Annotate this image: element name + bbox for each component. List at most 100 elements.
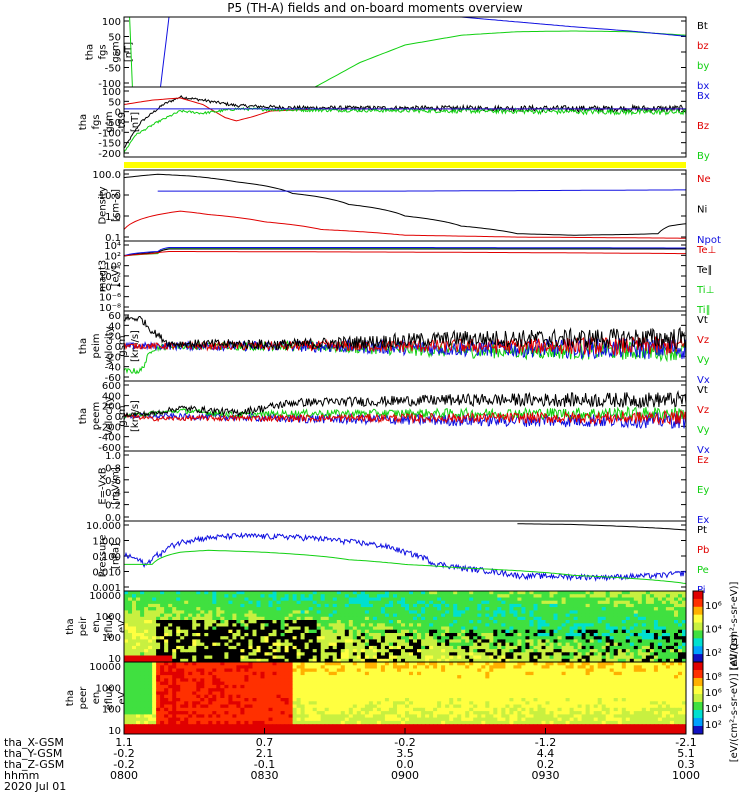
heatmap-cell: [517, 671, 522, 676]
heatmap-cell: [160, 691, 165, 696]
heatmap-cell: [429, 600, 434, 605]
heatmap-cell: [156, 662, 161, 666]
heatmap-cell: [457, 642, 462, 647]
heatmap-cell: [653, 652, 659, 656]
heatmap-cell: [292, 698, 298, 702]
heatmap-cell: [413, 665, 418, 670]
heatmap-cell: [637, 691, 643, 696]
heatmap-cell: [645, 684, 651, 689]
heatmap-cell: [597, 645, 603, 650]
heatmap-cell: [172, 594, 177, 598]
heatmap-cell: [553, 613, 558, 618]
heatmap-cell: [152, 594, 157, 598]
heatmap-cell: [513, 600, 518, 605]
heatmap-cell: [425, 642, 430, 647]
heatmap-cell: [477, 639, 482, 644]
heatmap-cell: [609, 671, 615, 676]
heatmap-cell: [489, 620, 494, 624]
heatmap-cell: [553, 675, 558, 679]
heatmap-cell: [425, 655, 430, 660]
heatmap-cell: [581, 684, 587, 689]
heatmap-cell: [665, 636, 671, 640]
heatmap-cell: [144, 662, 149, 666]
heatmap-cell: [633, 688, 639, 692]
heatmap-cell: [637, 688, 643, 692]
heatmap-cell: [236, 665, 241, 670]
heatmap-cell: [288, 684, 294, 689]
heatmap-cell: [425, 600, 430, 605]
heatmap-cell: [324, 678, 330, 683]
heatmap-cell: [204, 662, 209, 666]
heatmap-cell: [465, 691, 470, 696]
heatmap-cell: [433, 684, 438, 689]
heatmap-cell: [160, 684, 165, 689]
heatmap-cell: [156, 691, 161, 696]
heatmap-cell: [224, 645, 229, 650]
heatmap-cell: [208, 645, 213, 650]
heatmap-cell: [505, 658, 510, 663]
heatmap-cell: [204, 655, 209, 660]
heatmap-cell: [268, 620, 273, 624]
heatmap-cell: [425, 633, 430, 637]
heatmap-cell: [124, 591, 129, 595]
heatmap-cell: [344, 691, 350, 696]
heatmap-cell: [441, 645, 446, 650]
heatmap-cell: [124, 658, 129, 663]
heatmap-cell: [368, 655, 374, 660]
heatmap-cell: [473, 655, 478, 660]
heatmap-cell: [401, 678, 406, 683]
heatmap-cell: [493, 642, 498, 647]
heatmap-cell: [316, 681, 322, 686]
heatmap-cell: [264, 658, 269, 663]
heatmap-cell: [272, 594, 277, 598]
heatmap-cell: [208, 610, 213, 615]
y-tick-label: -150: [98, 139, 121, 150]
heatmap-cell: [368, 658, 374, 663]
heatmap-cell: [597, 642, 603, 647]
heatmap-cell: [364, 594, 370, 598]
heatmap-cell: [617, 694, 623, 699]
heatmap-cell: [384, 688, 390, 692]
heatmap-cell: [493, 668, 498, 673]
heatmap-cell: [304, 629, 310, 634]
y-axis-label: tha: [78, 408, 89, 424]
heatmap-cell: [244, 613, 249, 618]
heatmap-cell: [204, 694, 209, 699]
heatmap-cell: [196, 675, 201, 679]
heatmap-cell: [204, 597, 209, 602]
heatmap-cell: [461, 684, 466, 689]
heatmap-cell: [348, 649, 354, 653]
heatmap-cell: [557, 616, 562, 621]
heatmap-cell: [629, 694, 635, 699]
heatmap-cell: [621, 629, 627, 634]
heatmap-cell: [360, 655, 366, 660]
heatmap-cell: [425, 681, 430, 686]
heatmap-cell: [148, 694, 153, 699]
heatmap-cell: [276, 591, 281, 595]
heatmap-cell: [188, 671, 193, 676]
heatmap-cell: [597, 629, 603, 634]
heatmap-cell: [224, 616, 229, 621]
heatmap-cell: [164, 662, 169, 666]
heatmap-cell: [481, 668, 486, 673]
heatmap-cell: [232, 694, 237, 699]
heatmap-cell: [521, 684, 526, 689]
heatmap-cell: [682, 681, 687, 686]
heatmap-cell: [505, 675, 510, 679]
heatmap-cell: [152, 645, 157, 650]
heatmap-cell: [180, 665, 185, 670]
heatmap-cell: [525, 597, 530, 602]
heatmap-cell: [248, 678, 253, 683]
heatmap-cell: [248, 610, 253, 615]
heatmap-cell: [188, 636, 193, 640]
heatmap-cell: [296, 610, 302, 615]
heatmap-cell: [641, 623, 647, 627]
heatmap-cell: [252, 603, 257, 608]
heatmap-cell: [300, 626, 306, 631]
heatmap-cell: [196, 613, 201, 618]
heatmap-cell: [577, 694, 583, 699]
heatmap-cell: [336, 616, 342, 621]
heatmap-cell: [545, 603, 550, 608]
heatmap-cell: [525, 662, 530, 666]
heatmap-cell: [300, 620, 306, 624]
